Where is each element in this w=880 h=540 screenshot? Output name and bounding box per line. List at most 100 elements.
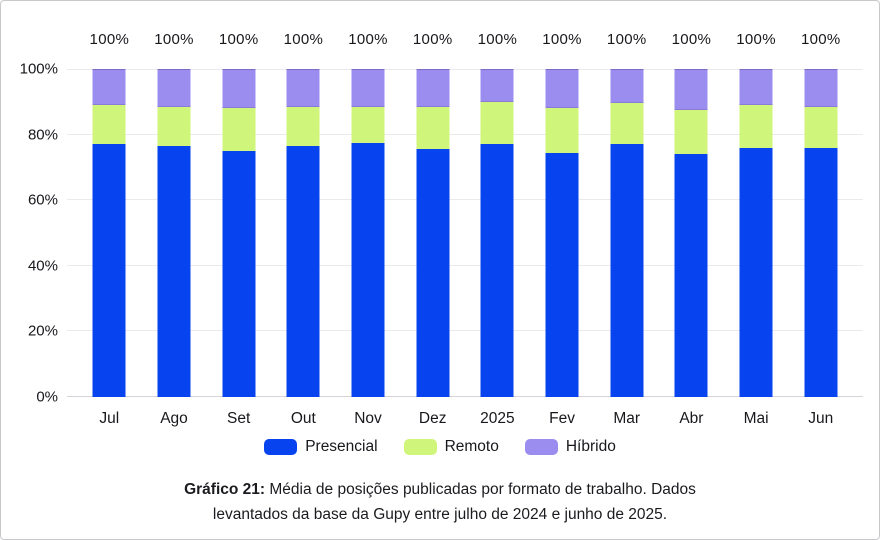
x-tick-label-mai: Mai: [743, 410, 769, 427]
x-tick-label-abr: Abr: [679, 410, 704, 427]
bar-column-out: 100% Out: [271, 31, 336, 427]
caption-prefix: Gráfico 21:: [184, 481, 266, 498]
bar-stack-abr: [674, 69, 708, 397]
segment-presencial-abr: [674, 154, 708, 397]
bar-total-label-mar: 100%: [606, 31, 647, 48]
segment-hibrido-set: [222, 69, 256, 109]
y-tick-label-0%: 0%: [36, 388, 58, 406]
bar-stack-jun: [804, 69, 838, 397]
bar-column-dez: 100% Dez: [400, 31, 465, 427]
segment-hibrido-2025: [480, 69, 514, 102]
legend: Presencial Remoto Híbrido: [1, 438, 879, 456]
bar-total-label-fev: 100%: [542, 31, 582, 48]
bar-column-nov: 100% Nov: [336, 31, 401, 427]
bar-column-jul: 100% Jul: [77, 31, 142, 427]
segment-hibrido-jun: [804, 69, 838, 107]
segment-presencial-ago: [157, 146, 191, 397]
segment-presencial-jul: [92, 144, 126, 397]
bar-total-label-abr: 100%: [671, 31, 712, 48]
bar-stack-mar: [610, 69, 644, 397]
bar-column-fev: 100% Fev: [530, 31, 595, 427]
bar-column-mar: 100% Mar: [594, 31, 659, 427]
gridline-20%: [67, 330, 863, 332]
segment-hibrido-nov: [351, 69, 385, 107]
bar-stack-ago: [157, 69, 191, 397]
segment-remoto-mar: [610, 103, 644, 145]
y-tick-label-20%: 20%: [27, 322, 58, 340]
gridline-40%: [67, 264, 863, 266]
x-tick-label-jul: Jul: [99, 410, 120, 427]
segment-hibrido-fev: [545, 69, 579, 109]
x-tick-label-set: Set: [227, 410, 251, 427]
segment-remoto-ago: [157, 106, 191, 147]
legend-item-presencial: Presencial: [264, 438, 378, 456]
bar-column-abr: 100% Abr: [659, 31, 724, 427]
legend-swatch-remoto: [403, 439, 437, 455]
bar-total-label-ago: 100%: [154, 31, 194, 48]
bar-stack-mai: [739, 69, 773, 397]
y-tick-label-80%: 80%: [27, 126, 58, 144]
y-tick-label-60%: 60%: [27, 191, 58, 209]
segment-presencial-set: [222, 150, 256, 397]
x-tick-label-fev: Fev: [549, 410, 575, 427]
segment-remoto-set: [222, 108, 256, 151]
bar-column-2025: 100% 2025: [465, 31, 530, 427]
legend-label-presencial: Presencial: [305, 438, 378, 455]
segment-hibrido-out: [286, 69, 320, 107]
segment-hibrido-jul: [92, 69, 126, 106]
bar-total-label-nov: 100%: [348, 31, 388, 48]
caption-lines: Gráfico 21: Média de posições publicadas…: [151, 478, 729, 528]
x-tick-label-nov: Nov: [354, 410, 382, 427]
segment-presencial-mar: [610, 144, 644, 397]
bar-total-label-dez: 100%: [412, 31, 453, 48]
bar-total-label-jun: 100%: [800, 31, 841, 48]
segment-presencial-mai: [739, 147, 773, 397]
bar-stack-fev: [545, 69, 579, 397]
segment-presencial-2025: [480, 144, 514, 397]
bar-total-label-set: 100%: [218, 31, 259, 48]
segment-remoto-fev: [545, 108, 579, 153]
segment-remoto-2025: [480, 101, 514, 145]
legend-swatch-hibrido: [524, 439, 558, 455]
y-tick-label-40%: 40%: [27, 257, 58, 275]
bar-stack-jul: [92, 69, 126, 397]
y-tick-label-100%: 100%: [19, 60, 58, 78]
legend-label-hibrido: Híbrido: [565, 438, 616, 455]
gridline-100%: [67, 69, 863, 70]
segment-hibrido-dez: [416, 69, 450, 107]
segment-hibrido-ago: [157, 69, 191, 107]
bar-column-set: 100% Set: [206, 31, 271, 427]
bar-total-label-out: 100%: [283, 31, 324, 48]
x-tick-label-2025: 2025: [480, 410, 515, 427]
legend-item-remoto: Remoto: [403, 438, 499, 456]
bar-column-jun: 100% Jun: [788, 31, 853, 427]
bar-column-ago: 100% Ago: [142, 31, 207, 427]
gridline-0%: [67, 396, 863, 397]
bar-stack-nov: [351, 69, 385, 397]
segment-hibrido-mai: [739, 69, 773, 106]
segment-remoto-out: [286, 106, 320, 147]
x-tick-label-out: Out: [290, 410, 316, 427]
segment-presencial-dez: [416, 149, 450, 397]
chart-caption: Gráfico 21: Média de posições publicadas…: [1, 478, 879, 528]
segment-remoto-abr: [674, 110, 708, 155]
segment-hibrido-mar: [610, 69, 644, 104]
bar-total-label-jul: 100%: [89, 31, 130, 48]
gridline-60%: [67, 199, 863, 201]
segment-presencial-fev: [545, 152, 579, 397]
caption-text: Média de posições publicadas por formato…: [212, 481, 696, 523]
bars: 100% Jul 100% Ago 100% Set 100% Out 100% Nov 100% D…: [67, 31, 863, 427]
legend-item-hibrido: Híbrido: [524, 438, 616, 456]
bar-stack-set: [222, 69, 256, 397]
legend-label-remoto: Remoto: [444, 438, 499, 455]
segment-hibrido-abr: [674, 69, 708, 110]
bar-column-mai: 100% Mai: [724, 31, 789, 427]
bar-stack-dez: [416, 69, 450, 397]
x-tick-label-dez: Dez: [418, 410, 447, 427]
legend-swatch-presencial: [264, 439, 298, 455]
plot-area: 100% 80% 60% 40% 20% 0% 100% Jul 100% Ago 100% Set…: [20, 31, 863, 427]
x-tick-label-ago: Ago: [160, 410, 188, 427]
bar-total-label-2025: 100%: [477, 31, 518, 48]
segment-presencial-jun: [804, 147, 838, 397]
